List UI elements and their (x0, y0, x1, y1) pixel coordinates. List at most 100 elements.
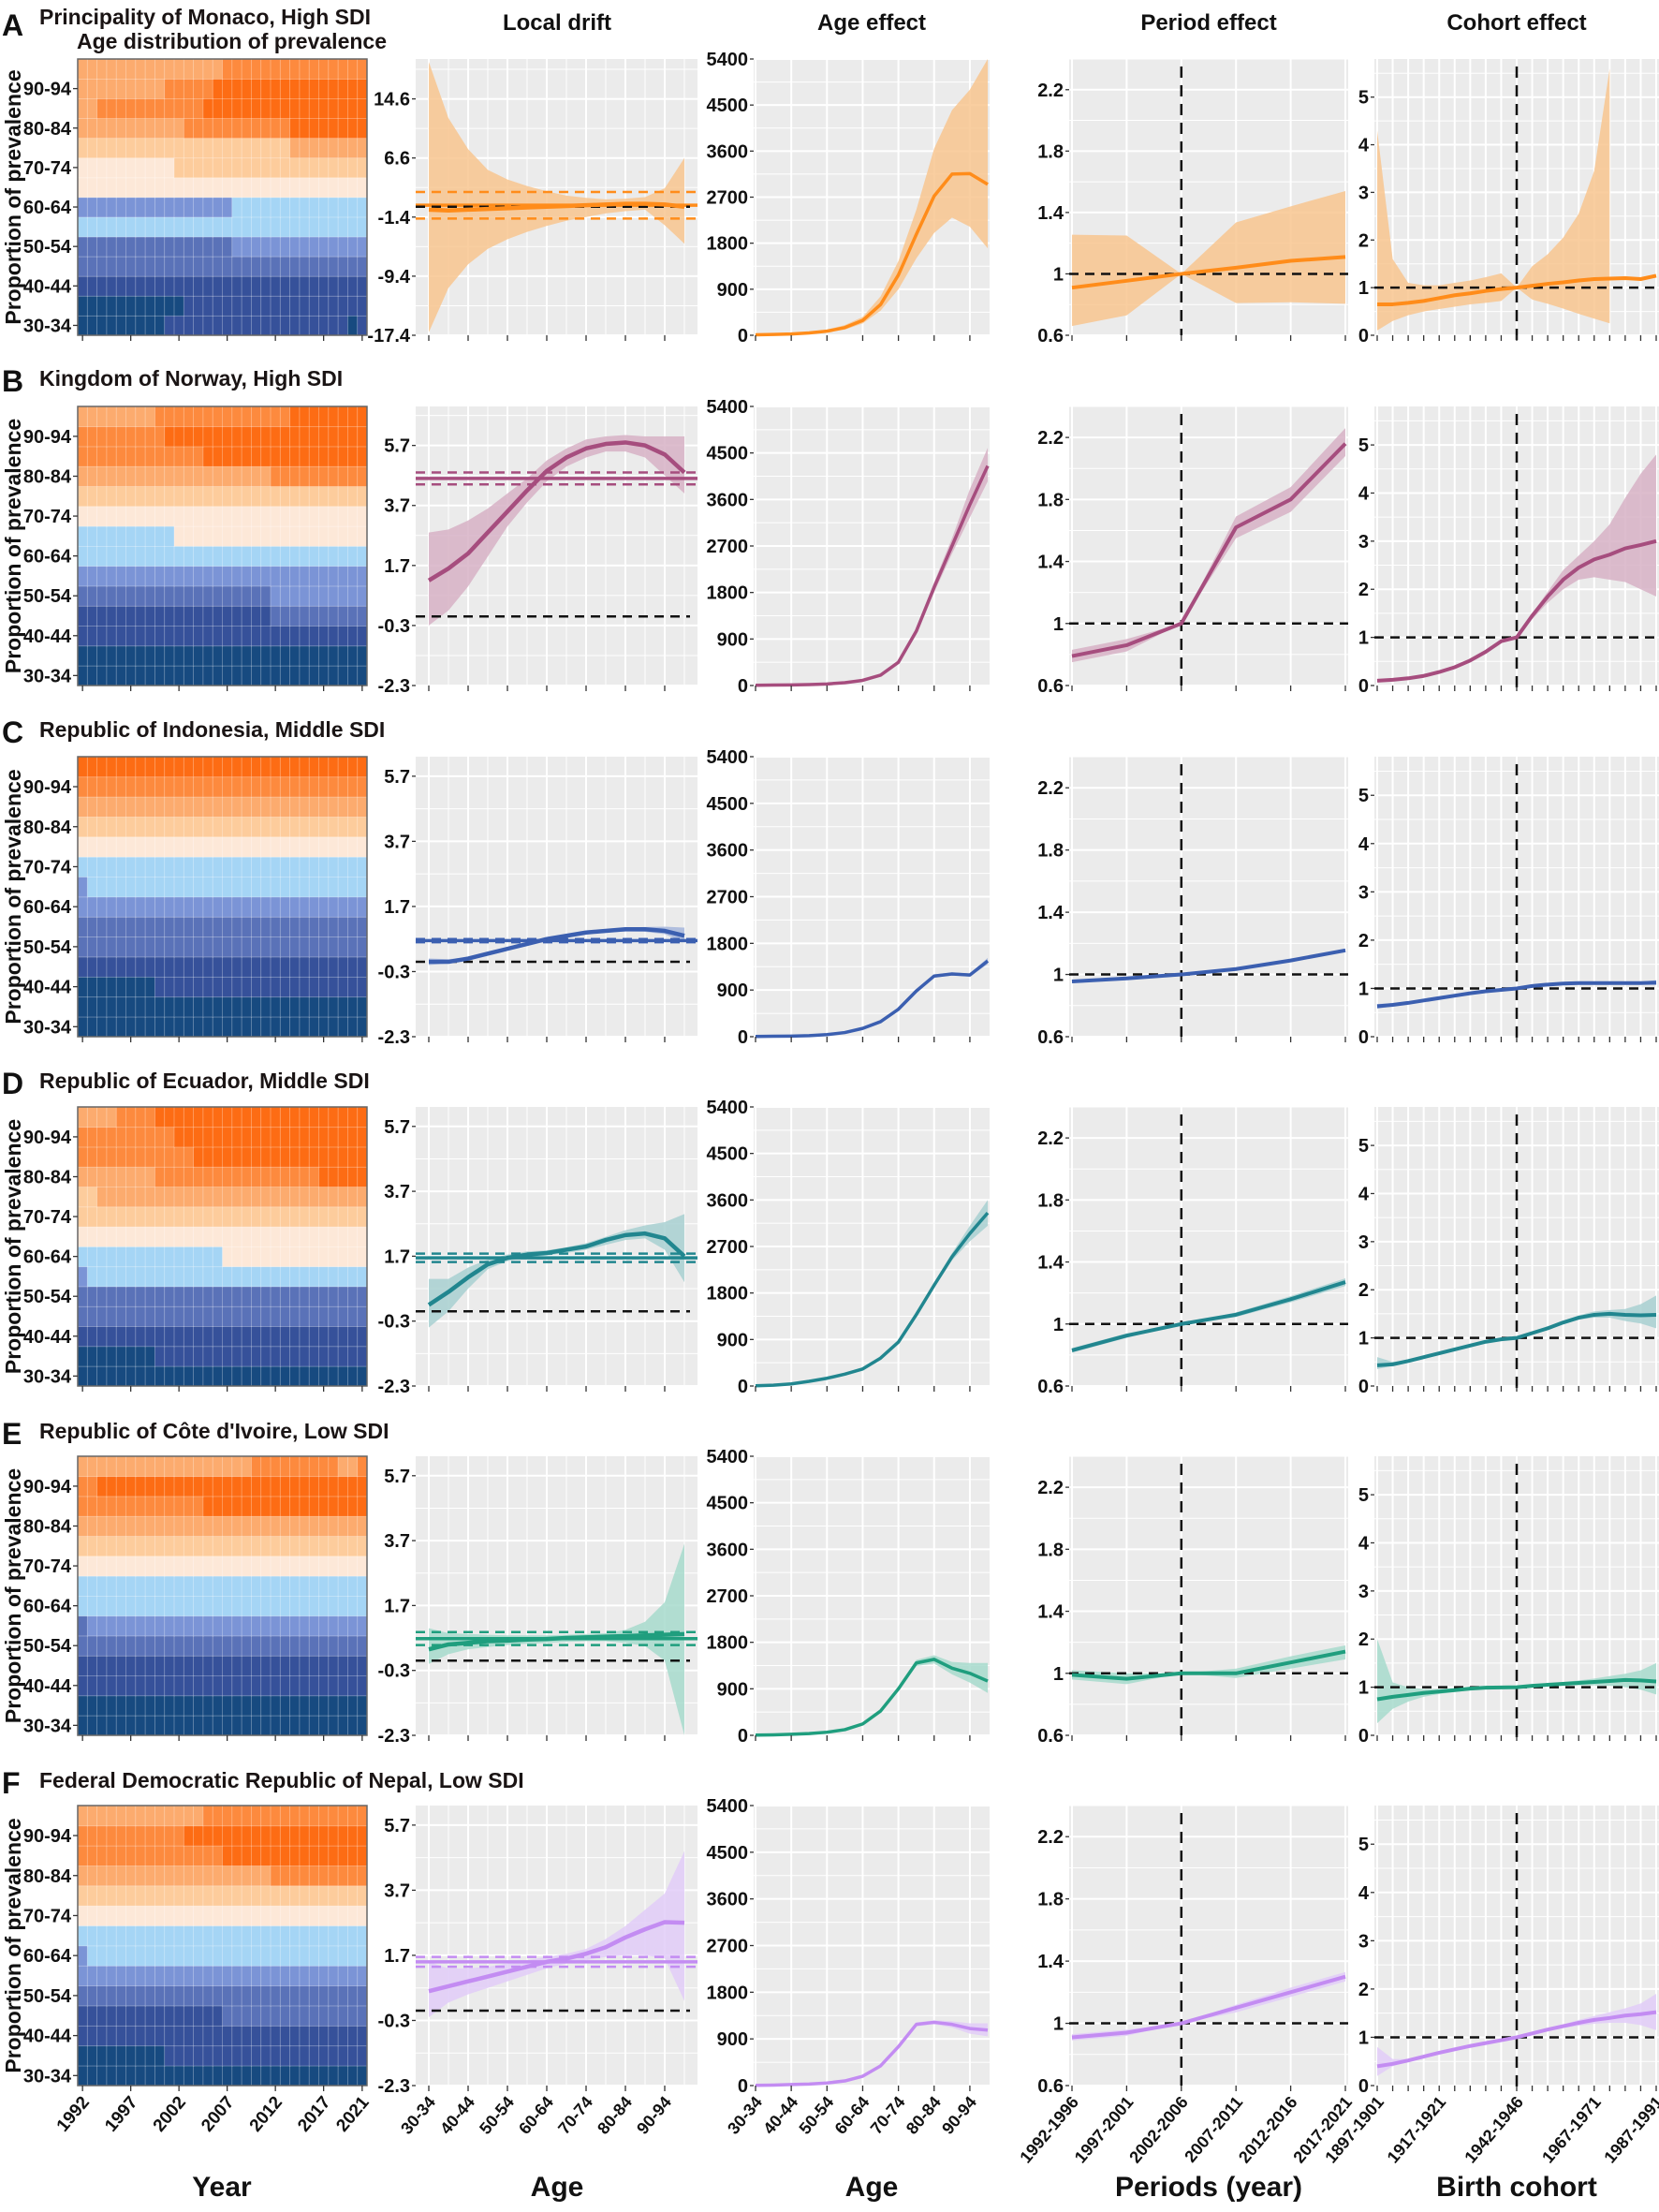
heatmap-cell (115, 137, 127, 159)
heatmap-cell (154, 525, 166, 547)
y-tick-label: 4 (1358, 1883, 1370, 1904)
x-tick-label: 1917-1921 (1384, 2093, 1450, 2167)
heatmap-cell (308, 1865, 320, 1887)
heatmap-cell (222, 1824, 233, 1847)
heatmap-cell (154, 236, 166, 258)
heatmap-cell (222, 916, 233, 938)
heatmap-cell (125, 836, 137, 858)
heatmap-cell (231, 1575, 242, 1597)
heatmap-cell (115, 625, 127, 647)
heatmap-cell (308, 856, 320, 877)
y-tick-label: 30-34 (23, 1366, 72, 1387)
heatmap-cell (241, 1595, 253, 1617)
heatmap-cell (250, 1146, 262, 1168)
heatmap-cell (337, 2005, 349, 2027)
heatmap-cell (308, 315, 320, 336)
local-drift-plot: -2.3-0.31.73.75.7 (378, 1456, 697, 1747)
local-drift-plot: -2.3-0.31.73.75.7 (378, 406, 697, 697)
heatmap-cell (173, 896, 185, 918)
heatmap-cell (106, 1475, 118, 1497)
heatmap-cell (357, 1595, 368, 1617)
heatmap-cell (183, 585, 195, 607)
heatmap-cell (260, 976, 272, 998)
heatmap-cell (164, 1905, 175, 1926)
heatmap-cell (328, 625, 339, 647)
heatmap-cell (106, 1146, 118, 1168)
heatmap-cell (115, 1615, 127, 1637)
heatmap-cell (202, 1615, 213, 1637)
heatmap-cell (308, 216, 320, 238)
heatmap-cell (308, 1715, 320, 1736)
heatmap-cell (202, 137, 213, 159)
heatmap-cell (212, 1945, 224, 1967)
heatmap-cell (289, 916, 301, 938)
heatmap-cell (193, 1365, 204, 1387)
heatmap-cell (173, 1265, 185, 1288)
heatmap-cell (260, 1824, 272, 1847)
heatmap-cell (212, 775, 224, 798)
heatmap-cell (135, 295, 146, 317)
heatmap-cell (308, 995, 320, 1018)
heatmap-cell (173, 425, 185, 448)
heatmap-cell (106, 1226, 118, 1247)
heatmap-cell (212, 1715, 224, 1736)
heatmap-cell (96, 1655, 108, 1676)
heatmap-cell (231, 1286, 242, 1307)
heatmap-cell (270, 1695, 282, 1717)
heatmap-cell (193, 1635, 204, 1657)
heatmap-cell (289, 1965, 301, 1987)
heatmap-cell (337, 58, 349, 80)
heatmap-cell (86, 665, 98, 686)
heatmap-cell (260, 1016, 272, 1038)
y-tick-label: 1.7 (384, 897, 410, 918)
heatmap-cell (212, 836, 224, 858)
heatmap-cell (337, 1865, 349, 1887)
heatmap-cell (231, 1186, 242, 1208)
heatmap-cell (193, 836, 204, 858)
heatmap-cell (125, 58, 137, 80)
heatmap-cell (357, 1186, 368, 1208)
heatmap-cell (77, 1575, 89, 1597)
heatmap-cell (86, 1265, 98, 1288)
heatmap-cell (250, 1945, 262, 1967)
heatmap-cell (299, 485, 310, 508)
heatmap-cell (231, 856, 242, 877)
heatmap-cell (183, 465, 195, 487)
heatmap-cell (154, 1186, 166, 1208)
heatmap-cell (125, 275, 137, 297)
heatmap-cell (279, 836, 291, 858)
heatmap-cell (144, 1575, 156, 1597)
period-effect-line (1071, 948, 1346, 984)
heatmap-cell (241, 625, 253, 647)
heatmap-cell (135, 216, 146, 238)
heatmap-cell (202, 1146, 213, 1168)
heatmap-cell (202, 585, 213, 607)
panel-F: F Federal Democratic Republic of Nepal, L… (1, 1766, 1659, 2167)
heatmap-cell (212, 156, 224, 179)
heatmap-cell (183, 665, 195, 686)
heatmap-cell (328, 995, 339, 1018)
heatmap-cell (231, 1695, 242, 1717)
heatmap-cell (106, 315, 118, 336)
heatmap-cell (289, 1535, 301, 1557)
heatmap-cell (77, 545, 89, 568)
heatmap-cell (279, 216, 291, 238)
heatmap-cell (154, 137, 166, 159)
heatmap-cell (106, 236, 118, 258)
heatmap-cell (193, 1106, 204, 1128)
heatmap-cell (279, 156, 291, 179)
heatmap-cell (125, 1305, 137, 1327)
heatmap-cell (328, 1365, 339, 1387)
heatmap-cell (144, 216, 156, 238)
heatmap-cell (106, 1305, 118, 1327)
heatmap-cell (86, 197, 98, 218)
heatmap-cell (222, 1924, 233, 1947)
heatmap-cell (279, 1186, 291, 1208)
heatmap-cell (106, 1515, 118, 1537)
heatmap-cell (77, 1246, 89, 1268)
heatmap-cell (202, 1575, 213, 1597)
heatmap-cell (193, 995, 204, 1018)
heatmap-cell (154, 1924, 166, 1947)
heatmap-cell (115, 1206, 127, 1228)
